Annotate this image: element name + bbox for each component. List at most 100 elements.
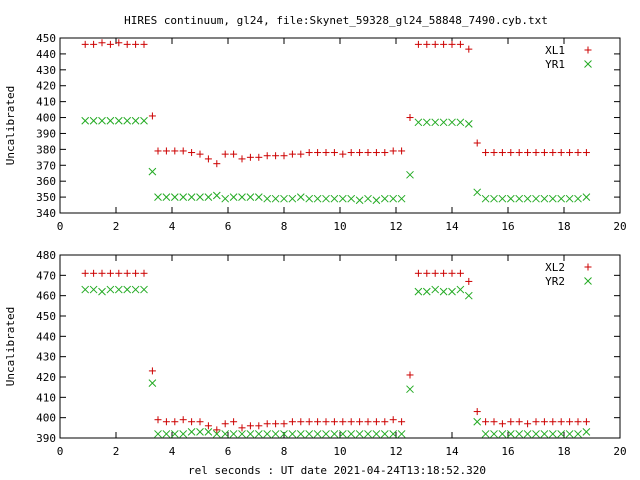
data-point-cross (106, 285, 115, 294)
data-point-plus (490, 418, 498, 426)
data-point-cross (355, 196, 364, 205)
data-point-plus (347, 149, 355, 157)
data-point-plus (297, 150, 305, 158)
data-point-plus (440, 40, 448, 48)
data-point-plus (582, 149, 590, 157)
data-point-cross (406, 385, 414, 394)
data-point-cross (114, 285, 123, 294)
data-point-plus (213, 160, 221, 168)
data-point-plus (414, 269, 422, 277)
data-point-cross (540, 194, 549, 203)
data-point-cross (196, 193, 204, 201)
data-point-cross (523, 430, 532, 438)
y-tick-label: 400 (36, 412, 56, 425)
data-point-cross (179, 430, 188, 438)
data-point-cross (187, 428, 196, 436)
data-point-plus (524, 149, 532, 157)
data-point-cross (422, 287, 431, 296)
data-point-cross (372, 430, 381, 438)
data-point-plus (507, 149, 515, 157)
data-point-plus (566, 418, 574, 426)
data-point-cross (448, 287, 456, 296)
y-tick-label: 380 (36, 143, 56, 156)
data-point-cross (431, 285, 440, 294)
legend-entry: XL1 (545, 44, 565, 57)
data-point-cross (204, 193, 213, 201)
data-point-plus (431, 40, 439, 48)
data-point-plus (540, 149, 548, 157)
data-point-plus (213, 426, 221, 434)
plot-frame (59, 254, 621, 439)
data-point-plus (171, 147, 179, 155)
data-point-plus (140, 40, 148, 48)
data-point-plus (238, 424, 246, 432)
y-tick-label: 430 (36, 64, 56, 77)
data-point-cross (515, 430, 524, 438)
data-point-plus (132, 40, 140, 48)
data-point-cross (313, 194, 322, 203)
data-point-cross (204, 428, 213, 436)
data-point-cross (523, 194, 532, 203)
data-point-cross (131, 116, 140, 125)
data-point-cross (212, 430, 221, 438)
data-point-plus (574, 149, 582, 157)
y-tick-label: 450 (36, 310, 56, 323)
y-axis-label: Uncalibrated (4, 307, 17, 386)
data-point-cross (196, 428, 204, 436)
data-point-cross (81, 116, 90, 125)
series-YR2 (81, 285, 591, 438)
data-point-plus (255, 153, 263, 161)
data-point-plus (549, 149, 557, 157)
x-tick-label: 10 (333, 220, 346, 233)
data-point-cross (106, 116, 115, 125)
data-point-cross (380, 194, 389, 203)
data-point-cross (148, 167, 157, 176)
data-point-plus (347, 418, 355, 426)
data-point-cross (481, 194, 490, 203)
data-point-plus (196, 150, 204, 158)
data-point-plus (406, 114, 414, 122)
y-tick-label: 350 (36, 191, 56, 204)
data-point-cross (540, 430, 549, 438)
data-point-cross (280, 194, 288, 203)
y-tick-label: 390 (36, 127, 56, 140)
data-point-plus (582, 418, 590, 426)
data-point-cross (481, 430, 490, 438)
data-point-plus (540, 418, 548, 426)
y-tick-label: 450 (36, 32, 56, 45)
data-point-cross (229, 430, 238, 438)
data-point-plus (423, 40, 431, 48)
data-point-cross (364, 430, 372, 438)
data-point-cross (330, 430, 339, 438)
data-point-cross (305, 430, 314, 438)
data-point-cross (498, 194, 507, 203)
data-point-plus (381, 418, 389, 426)
data-point-plus (482, 149, 490, 157)
data-point-cross (414, 118, 423, 127)
legend-entry: YR1 (545, 58, 565, 71)
data-point-cross (296, 193, 305, 201)
data-point-plus (330, 418, 338, 426)
data-point-cross (406, 170, 414, 179)
data-point-cross (131, 285, 140, 294)
x-tick-label: 14 (445, 445, 459, 458)
data-point-plus (154, 147, 162, 155)
data-point-cross (347, 194, 356, 203)
data-point-cross (246, 430, 255, 438)
x-tick-label: 8 (281, 445, 288, 458)
data-point-plus (154, 416, 162, 424)
x-tick-label: 20 (613, 445, 626, 458)
data-point-plus (246, 153, 254, 161)
x-tick-label: 14 (445, 220, 459, 233)
x-tick-label: 16 (501, 445, 514, 458)
y-tick-label: 420 (36, 80, 56, 93)
data-point-plus (381, 149, 389, 157)
data-point-cross (271, 194, 280, 203)
data-point-cross (347, 430, 356, 438)
plot-frame (59, 37, 621, 214)
data-point-plus (196, 418, 204, 426)
data-point-plus (140, 269, 148, 277)
x-tick-label: 10 (333, 445, 346, 458)
data-point-cross (565, 194, 574, 203)
data-point-plus (515, 418, 523, 426)
